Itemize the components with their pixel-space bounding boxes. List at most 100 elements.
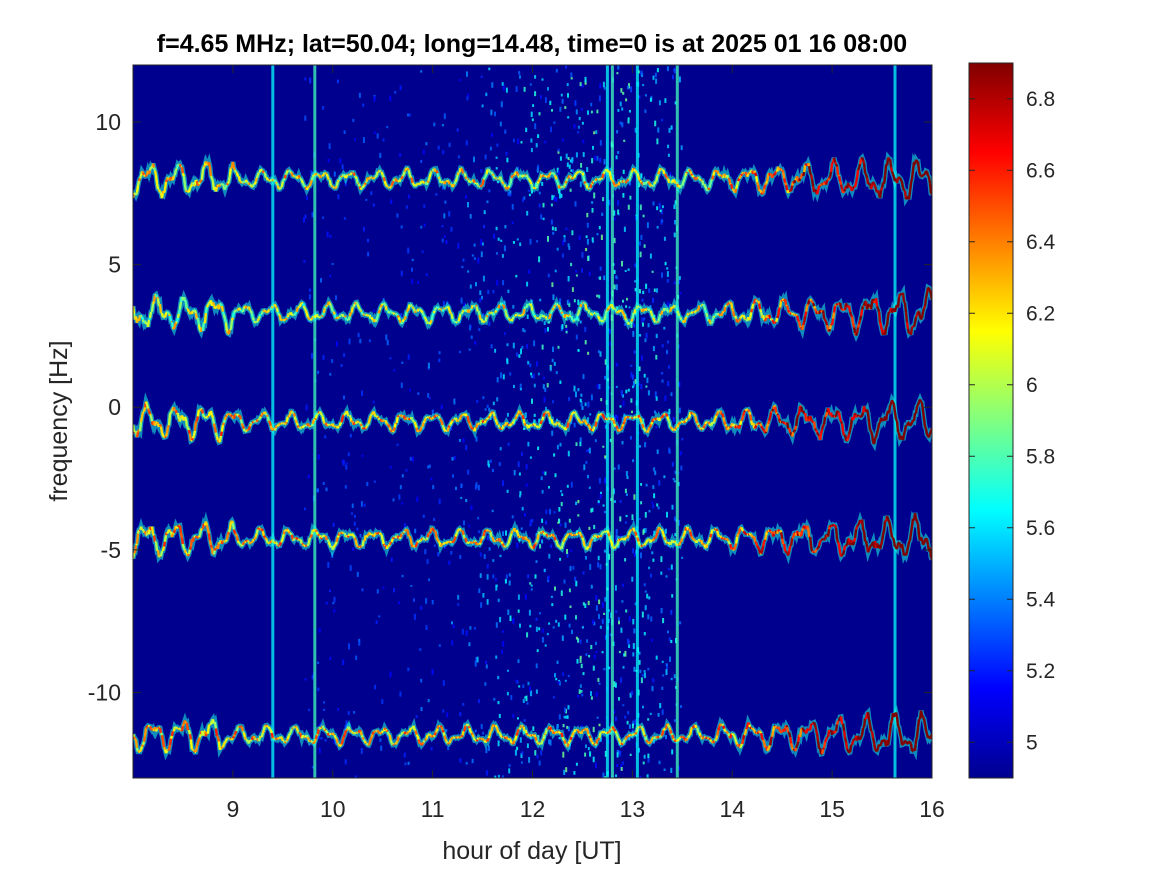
trace-segment <box>580 535 584 539</box>
noise-speckle <box>673 719 676 722</box>
trace-segment <box>568 418 572 423</box>
trace-segment <box>445 541 449 544</box>
trace-segment <box>648 425 651 429</box>
noise-speckle <box>317 687 320 692</box>
trace-segment <box>845 437 850 442</box>
noise-speckle <box>646 774 649 778</box>
noise-speckle <box>521 452 523 457</box>
noise-speckle <box>530 138 533 143</box>
trace-segment <box>688 412 692 418</box>
trace-segment <box>585 422 589 426</box>
trace-segment <box>242 732 247 738</box>
noise-speckle <box>651 270 654 273</box>
trace-segment <box>687 416 691 420</box>
trace-segment <box>683 318 687 323</box>
trace-segment <box>571 319 575 322</box>
trace-segment <box>220 425 225 432</box>
noise-speckle <box>333 171 336 177</box>
noise-speckle <box>329 234 332 238</box>
noise-speckle <box>639 669 642 673</box>
noise-speckle <box>361 588 364 592</box>
trace-segment <box>692 310 696 314</box>
noise-speckle <box>604 375 606 380</box>
trace-segment <box>636 305 640 308</box>
trace-segment <box>545 175 549 179</box>
noise-speckle <box>571 230 574 236</box>
trace-segment <box>265 177 269 181</box>
noise-speckle <box>551 194 554 201</box>
trace-segment <box>422 537 426 541</box>
trace-segment <box>802 525 806 529</box>
noise-speckle <box>308 294 311 300</box>
trace-segment <box>774 406 778 413</box>
trace-segment <box>292 413 296 417</box>
noise-speckle <box>600 234 603 240</box>
trace-segment <box>792 313 795 316</box>
trace-segment <box>443 541 447 545</box>
trace-segment <box>890 399 895 403</box>
trace-segment <box>384 183 388 187</box>
noise-speckle <box>442 301 445 306</box>
trace-segment <box>162 746 167 750</box>
trace-segment <box>222 419 227 424</box>
trace-segment <box>809 415 813 420</box>
noise-speckle <box>473 627 476 630</box>
noise-speckle <box>570 481 573 488</box>
noise-speckle <box>520 527 523 530</box>
trace-segment <box>762 314 766 321</box>
trace-segment <box>646 538 650 541</box>
trace-segment <box>743 531 747 535</box>
trace-segment <box>640 544 644 548</box>
noise-speckle <box>544 471 547 476</box>
trace-segment <box>601 173 605 179</box>
noise-speckle <box>309 77 312 84</box>
noise-speckle <box>547 327 549 332</box>
trace-segment <box>294 725 297 729</box>
trace-segment <box>477 310 481 316</box>
trace-segment <box>811 301 815 304</box>
noise-speckle <box>580 401 583 407</box>
trace-segment <box>392 178 396 182</box>
noise-speckle <box>613 216 616 221</box>
noise-speckle <box>403 523 406 528</box>
trace-segment <box>797 319 801 323</box>
trace-segment <box>876 422 881 430</box>
trace-segment <box>254 177 258 182</box>
trace-segment <box>584 304 588 310</box>
noise-speckle <box>335 295 337 301</box>
trace-segment <box>611 179 615 183</box>
noise-speckle <box>443 235 446 238</box>
noise-speckle <box>621 107 624 111</box>
trace-segment <box>620 537 624 541</box>
trace-segment <box>654 535 658 539</box>
trace-segment <box>246 181 249 184</box>
trace-segment <box>287 733 291 737</box>
noise-speckle <box>673 204 676 210</box>
trace-segment <box>693 413 697 417</box>
trace-segment <box>482 177 486 181</box>
trace-segment <box>267 308 271 312</box>
noise-speckle <box>375 620 378 625</box>
noise-speckle <box>531 519 534 523</box>
trace-segment <box>870 434 875 443</box>
noise-speckle <box>473 156 475 163</box>
trace-segment <box>314 414 318 419</box>
trace-segment <box>301 182 305 186</box>
trace-segment <box>638 543 642 547</box>
trace-segment <box>274 181 278 185</box>
trace-segment <box>607 532 611 537</box>
trace-segment <box>815 431 820 436</box>
trace-segment <box>799 176 803 180</box>
trace-segment <box>682 533 686 537</box>
trace-segment <box>154 728 159 732</box>
trace-segment <box>540 173 544 176</box>
trace-segment <box>857 163 862 169</box>
trace-segment <box>507 539 511 544</box>
trace-segment <box>560 544 564 550</box>
noise-speckle <box>496 143 499 147</box>
trace-segment <box>624 180 628 184</box>
trace-segment <box>614 545 618 548</box>
trace-segment <box>870 543 873 547</box>
trace-segment <box>216 734 219 738</box>
noise-speckle <box>360 501 363 507</box>
